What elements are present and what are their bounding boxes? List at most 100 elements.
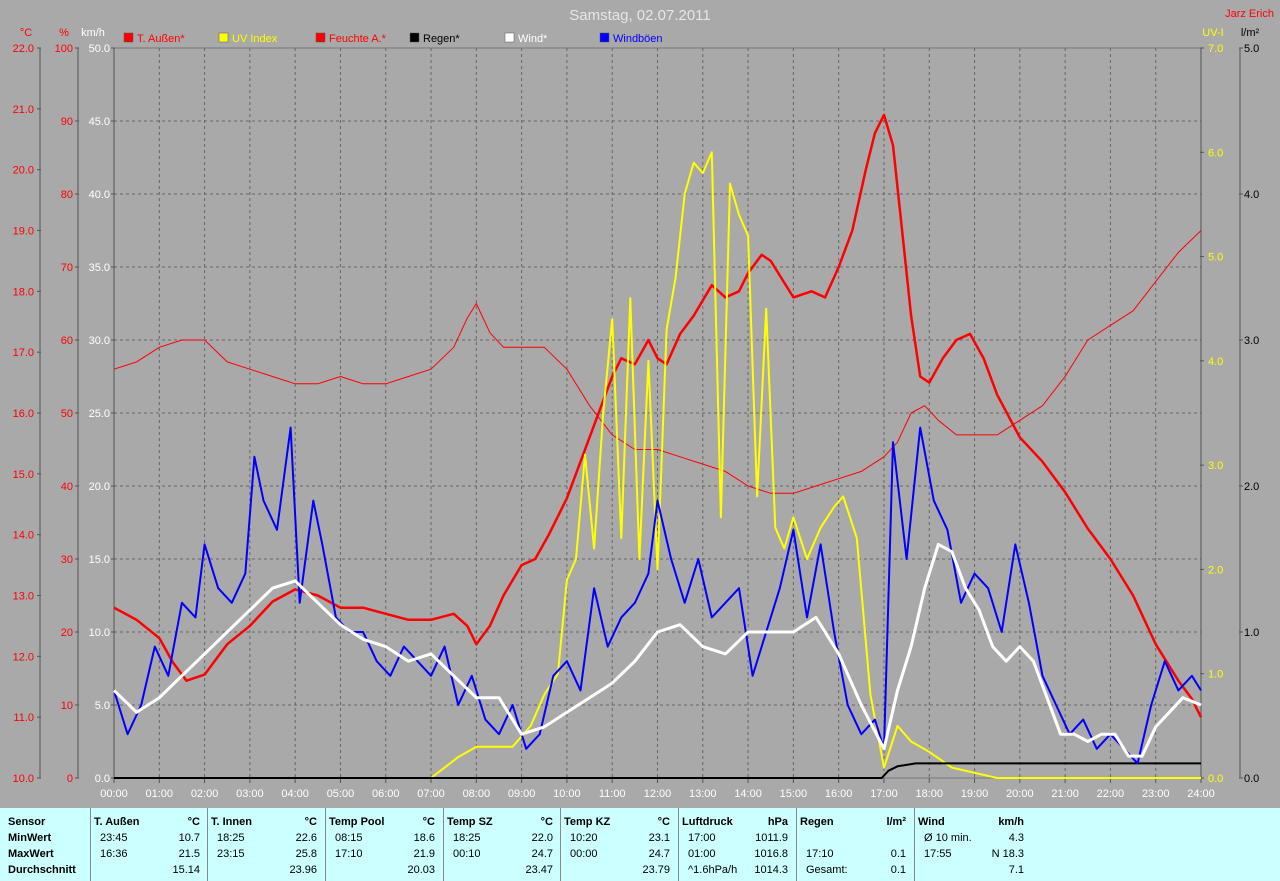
legend-swatch [315, 32, 326, 43]
author-label: Jarz Erich [1225, 8, 1274, 20]
stats-value: 0.1 [890, 864, 906, 876]
stats-group-header: Temp Pool [329, 816, 385, 828]
legend-swatch [218, 32, 229, 43]
temp-tick-label: 18.0 [13, 286, 34, 298]
stats-value: 15.14 [172, 864, 200, 876]
x-tick-label: 19:00 [961, 788, 989, 800]
rain-tick-label: 0.0 [1244, 773, 1259, 785]
stats-time: Gesamt: [806, 864, 848, 876]
hum-tick-label: 70 [61, 262, 73, 274]
x-tick-label: 09:00 [508, 788, 536, 800]
x-tick-label: 08:00 [463, 788, 491, 800]
stats-group-unit: °C [657, 816, 670, 828]
x-tick-label: 01:00 [146, 788, 174, 800]
stats-group-unit: l/m² [886, 816, 906, 828]
uv-tick-label: 0.0 [1208, 773, 1223, 785]
hum-tick-label: 0 [67, 773, 73, 785]
x-tick-label: 00:00 [100, 788, 128, 800]
x-tick-label: 21:00 [1051, 788, 1079, 800]
wind-tick-label: 50.0 [89, 43, 110, 55]
x-tick-label: 15:00 [780, 788, 808, 800]
stats-value: 4.3 [1008, 832, 1024, 844]
stats-value: 23.96 [289, 864, 317, 876]
stats-time: 18:25 [453, 832, 481, 844]
stats-time: 18:25 [217, 832, 245, 844]
hum-tick-label: 60 [61, 335, 73, 347]
stats-divider [443, 808, 444, 881]
temp-tick-label: 20.0 [13, 165, 34, 177]
stats-row-label: MinWert [8, 832, 52, 844]
hum-tick-label: 30 [61, 554, 73, 566]
hum-unit-label: % [59, 27, 69, 39]
stats-value: 25.8 [295, 848, 317, 860]
stats-group-header: Wind [918, 816, 945, 828]
uv-tick-label: 6.0 [1208, 147, 1223, 159]
stats-value: 24.7 [648, 848, 670, 860]
stats-divider [325, 808, 326, 881]
stats-divider [678, 808, 679, 881]
stats-row-label: Sensor [8, 816, 46, 828]
stats-time: 08:15 [335, 832, 363, 844]
stats-time: 01:00 [688, 848, 716, 860]
stats-row-label: Durchschnitt [8, 864, 76, 876]
wind-unit-label: km/h [81, 27, 105, 39]
temp-tick-label: 16.0 [13, 408, 34, 420]
stats-time: 17:55 [924, 848, 952, 860]
legend-swatch [409, 32, 420, 43]
stats-value: 22.0 [531, 832, 553, 844]
wind-tick-label: 5.0 [95, 700, 110, 712]
rain-unit-label: l/m² [1241, 27, 1260, 39]
hum-tick-label: 80 [61, 189, 73, 201]
uv-tick-label: 1.0 [1208, 669, 1223, 681]
temp-tick-label: 15.0 [13, 469, 34, 481]
wind-tick-label: 0.0 [95, 773, 110, 785]
temp-unit-label: °C [20, 27, 32, 39]
hum-tick-label: 40 [61, 481, 73, 493]
x-tick-label: 10:00 [553, 788, 581, 800]
x-tick-label: 14:00 [734, 788, 762, 800]
stats-time: Ø 10 min. [924, 832, 972, 844]
x-tick-label: 12:00 [644, 788, 672, 800]
x-tick-label: 07:00 [417, 788, 445, 800]
stats-value: 22.6 [295, 832, 317, 844]
wind-tick-label: 15.0 [89, 554, 110, 566]
legend-label: Wind* [518, 33, 548, 45]
legend-swatch [504, 32, 515, 43]
hum-tick-label: 90 [61, 116, 73, 128]
stats-group-header: Temp SZ [447, 816, 493, 828]
x-tick-label: 02:00 [191, 788, 219, 800]
stats-time: 23:15 [217, 848, 245, 860]
stats-group-unit: °C [187, 816, 200, 828]
rain-tick-label: 3.0 [1244, 335, 1259, 347]
stats-value: 10.7 [178, 832, 200, 844]
wind-tick-label: 35.0 [89, 262, 110, 274]
temp-tick-label: 10.0 [13, 773, 34, 785]
legend-label: Feuchte A.* [329, 33, 387, 45]
uv-tick-label: 5.0 [1208, 252, 1223, 264]
x-tick-label: 23:00 [1142, 788, 1170, 800]
stats-value: 20.03 [407, 864, 435, 876]
temp-tick-label: 19.0 [13, 226, 34, 238]
temp-tick-label: 14.0 [13, 530, 34, 542]
temp-tick-label: 11.0 [13, 712, 34, 724]
hum-tick-label: 10 [61, 700, 73, 712]
stats-group-unit: °C [304, 816, 317, 828]
stats-value: 24.7 [531, 848, 553, 860]
temp-tick-label: 13.0 [13, 591, 34, 603]
series-wind- [112, 542, 1202, 758]
x-tick-label: 06:00 [372, 788, 400, 800]
stats-time: 17:00 [688, 832, 716, 844]
x-tick-label: 11:00 [599, 788, 626, 800]
x-tick-label: 22:00 [1097, 788, 1125, 800]
stats-value: N 18.3 [991, 848, 1024, 860]
x-tick-label: 05:00 [327, 788, 355, 800]
stats-group-unit: hPa [767, 816, 788, 828]
temp-tick-label: 12.0 [13, 651, 34, 663]
wind-tick-label: 10.0 [89, 627, 110, 639]
stats-divider [90, 808, 91, 881]
stats-time: 16:36 [100, 848, 128, 860]
temp-tick-label: 17.0 [13, 347, 34, 359]
stats-divider [207, 808, 208, 881]
uv-tick-label: 4.0 [1208, 356, 1223, 368]
hum-tick-label: 100 [55, 43, 73, 55]
